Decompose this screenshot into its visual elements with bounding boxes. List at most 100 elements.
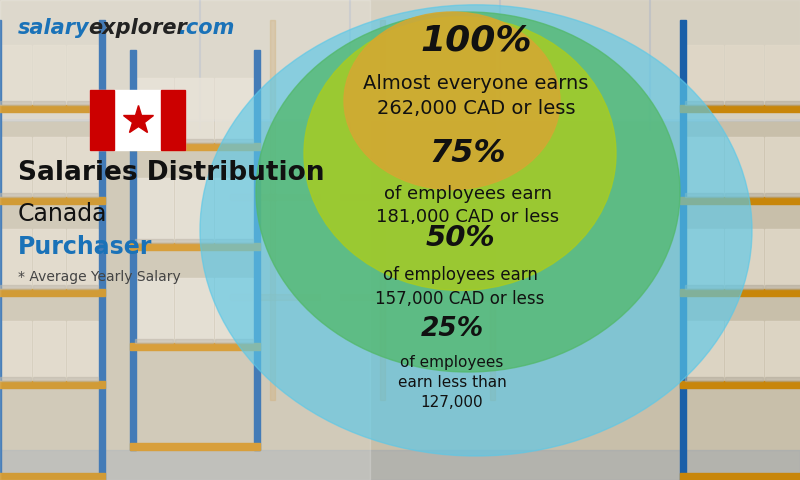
Bar (66, 229, 98, 289)
Bar (66, 377, 98, 381)
Bar (130, 243, 260, 250)
Bar (680, 20, 686, 480)
Bar (725, 193, 763, 197)
Bar (175, 239, 213, 243)
Bar (34, 137, 65, 197)
Bar (34, 285, 65, 289)
Bar (765, 193, 800, 197)
Text: Salaries Distribution: Salaries Distribution (18, 160, 325, 186)
Bar (135, 339, 173, 343)
Bar (680, 289, 800, 296)
Bar (380, 20, 385, 400)
Bar (0, 377, 31, 381)
Bar (135, 78, 173, 143)
Bar (765, 321, 800, 381)
Bar (66, 321, 98, 381)
Bar (130, 443, 260, 450)
Bar (685, 229, 723, 289)
Bar (680, 105, 800, 112)
Bar (130, 50, 136, 450)
Bar (34, 229, 65, 289)
Bar (34, 45, 65, 105)
Bar (90, 90, 114, 150)
Ellipse shape (200, 5, 752, 456)
Bar (215, 139, 253, 143)
Text: salary: salary (18, 18, 90, 38)
Bar (0, 20, 1, 480)
Bar (230, 194, 320, 200)
Bar (765, 377, 800, 381)
Bar (765, 101, 800, 105)
Bar (135, 239, 173, 243)
Bar (340, 294, 430, 300)
Bar (215, 78, 253, 143)
Bar (765, 45, 800, 105)
Bar (0, 101, 31, 105)
Bar (0, 285, 31, 289)
Bar (175, 139, 213, 143)
Bar (175, 339, 213, 343)
Bar (0, 0, 800, 120)
Text: Canada: Canada (18, 202, 107, 226)
Bar (685, 193, 723, 197)
Ellipse shape (256, 12, 680, 372)
Text: Almost everyone earns
262,000 CAD or less: Almost everyone earns 262,000 CAD or les… (363, 74, 589, 119)
Text: 25%: 25% (421, 316, 483, 342)
Bar (685, 45, 723, 105)
Bar (725, 377, 763, 381)
Text: Purchaser: Purchaser (18, 235, 152, 259)
Bar (215, 278, 253, 343)
Bar (66, 285, 98, 289)
Bar (680, 473, 800, 480)
Bar (135, 278, 173, 343)
Bar (725, 229, 763, 289)
Bar (254, 50, 260, 450)
Bar (725, 45, 763, 105)
Text: .com: .com (178, 18, 234, 38)
Bar (0, 381, 105, 388)
Bar (34, 101, 65, 105)
Bar (0, 450, 800, 480)
Bar (765, 285, 800, 289)
Bar (66, 193, 98, 197)
Bar (162, 90, 185, 150)
Bar (135, 178, 173, 243)
Bar (0, 105, 105, 112)
Text: of employees earn
181,000 CAD or less: of employees earn 181,000 CAD or less (377, 185, 559, 227)
Bar (725, 321, 763, 381)
Text: 50%: 50% (425, 224, 495, 252)
Bar (340, 194, 430, 200)
Bar (66, 101, 98, 105)
Bar (230, 294, 320, 300)
Bar (215, 239, 253, 243)
Bar (0, 289, 105, 296)
Bar (34, 321, 65, 381)
Bar (450, 294, 540, 300)
Text: 75%: 75% (430, 138, 506, 169)
Bar (0, 137, 31, 197)
Bar (90, 90, 185, 150)
Bar (270, 20, 275, 400)
Bar (725, 101, 763, 105)
Bar (130, 343, 260, 350)
Bar (66, 45, 98, 105)
Bar (34, 377, 65, 381)
Bar (175, 278, 213, 343)
Text: * Average Yearly Salary: * Average Yearly Salary (18, 270, 181, 284)
Bar (0, 45, 31, 105)
Ellipse shape (304, 17, 616, 290)
Bar (0, 473, 105, 480)
Text: 100%: 100% (420, 24, 532, 58)
Bar (0, 0, 370, 480)
Bar (685, 321, 723, 381)
Bar (0, 321, 31, 381)
Text: of employees earn
157,000 CAD or less: of employees earn 157,000 CAD or less (375, 266, 545, 308)
Bar (0, 197, 105, 204)
Bar (175, 178, 213, 243)
Bar (680, 381, 800, 388)
Bar (0, 229, 31, 289)
Ellipse shape (344, 12, 560, 190)
Bar (680, 197, 800, 204)
Bar (685, 101, 723, 105)
Bar (685, 377, 723, 381)
